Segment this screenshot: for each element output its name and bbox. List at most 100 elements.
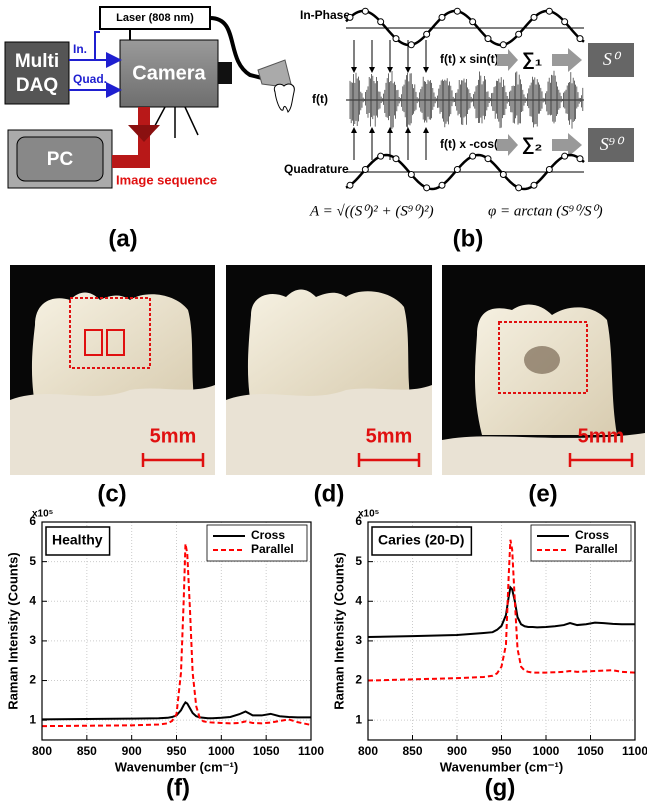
y-tick-label: 1 [29, 712, 36, 726]
panel-label: (g) [485, 774, 516, 801]
image-arrow-head [128, 125, 160, 142]
arrow [552, 48, 582, 72]
arrow [497, 49, 518, 71]
x-tick-label: 800 [32, 744, 52, 758]
signal [350, 71, 583, 130]
pc-label: PC [47, 149, 74, 170]
x-tick-label: 950 [491, 744, 511, 758]
legend-label: Parallel [575, 542, 618, 556]
tooth-icon [274, 84, 294, 112]
s90-label: S⁹⁰ [600, 134, 625, 154]
x-tick-label: 1050 [577, 744, 604, 758]
sample [562, 19, 568, 25]
y-tick-label: 2 [29, 673, 36, 687]
daq-label: DAQ [16, 75, 58, 96]
sin-label: f(t) x sin(t) [440, 52, 499, 66]
y-axis-label: Raman Intensity (Counts) [331, 552, 346, 709]
x-tick-label: 1050 [253, 744, 280, 758]
annotation: Healthy [52, 532, 103, 548]
camera-lens [218, 62, 232, 84]
y-tick-label: 1 [355, 712, 362, 726]
diagram-b: In-Phase f(t) Quadrature f(t) x sin(t) f… [284, 8, 634, 219]
sample [500, 42, 506, 48]
multiplier: x10⁵ [358, 509, 380, 520]
x-axis-label: Wavenumber (cm⁻¹) [440, 759, 563, 774]
sample [424, 31, 430, 37]
legend-label: Cross [251, 528, 285, 542]
cos-label: f(t) x -cos(t) [440, 137, 506, 151]
panel-label: (e) [528, 480, 557, 507]
s0-label: S⁰ [603, 49, 622, 69]
lesion [524, 346, 560, 374]
photo: 5mm [10, 265, 215, 475]
ft-label: f(t) [312, 92, 328, 106]
sum1: ∑₁ [522, 49, 542, 69]
sample [516, 185, 522, 191]
y-axis-label: Raman Intensity (Counts) [5, 552, 20, 709]
x-tick-label: 950 [166, 744, 186, 758]
x-axis-label: Wavenumber (cm⁻¹) [115, 759, 238, 774]
sample [531, 14, 537, 20]
sample [546, 166, 552, 172]
x-tick-label: 850 [77, 744, 97, 758]
sample [378, 153, 384, 159]
quadrature-label: Quadrature [284, 162, 349, 176]
sample [454, 8, 460, 14]
sample [439, 14, 445, 20]
tooth [32, 293, 195, 406]
y-tick-label: 2 [355, 673, 362, 687]
figure: Laser (808 nm) Multi DAQ Camera In. Quad… [0, 0, 647, 801]
sample [347, 14, 353, 20]
sample [393, 36, 399, 42]
in-label: In. [73, 42, 87, 56]
sample [500, 172, 506, 178]
annotation: Caries (20-D) [378, 532, 464, 548]
sum2: ∑₂ [522, 134, 543, 154]
scale-label: 5mm [578, 425, 625, 447]
x-tick-label: 900 [122, 744, 142, 758]
sample [393, 156, 399, 162]
x-tick-label: 900 [447, 744, 467, 758]
sample [577, 156, 583, 162]
photo: 5mm [442, 265, 645, 475]
sample [470, 153, 476, 159]
x-tick-label: 1100 [622, 744, 647, 758]
sample [531, 182, 537, 188]
sample [485, 156, 491, 162]
sample [454, 166, 460, 172]
y-tick-label: 5 [355, 554, 362, 568]
legend-label: Parallel [251, 542, 294, 556]
y-tick-label: 5 [29, 554, 36, 568]
phase-formula: φ = arctan (S⁹⁰/S⁰) [488, 203, 603, 219]
legend-label: Cross [575, 528, 609, 542]
sample [470, 19, 476, 25]
tripod [150, 107, 198, 138]
panel-label: (c) [97, 480, 126, 507]
y-tick-label: 3 [29, 633, 36, 647]
panel-label: (b) [453, 225, 484, 252]
camera-label: Camera [132, 62, 206, 84]
arrow [552, 133, 582, 157]
sample [485, 36, 491, 42]
sample [577, 36, 583, 42]
panel-label: (a) [108, 225, 137, 252]
sample [408, 172, 414, 178]
amplitude-formula: A = √((S⁰)² + (S⁹⁰)²) [309, 203, 434, 219]
sample [362, 8, 368, 14]
scale-label: 5mm [150, 425, 197, 447]
y-tick-label: 4 [29, 593, 36, 607]
sample [347, 182, 353, 188]
x-tick-label: 1000 [208, 744, 235, 758]
sample [378, 19, 384, 25]
y-tick-label: 4 [355, 593, 362, 607]
sample [546, 8, 552, 14]
x-tick-label: 1100 [298, 744, 324, 758]
x-tick-label: 800 [358, 744, 378, 758]
panel-label: (d) [314, 480, 345, 507]
sample [439, 182, 445, 188]
scale-label: 5mm [366, 425, 413, 447]
panel-label: (f) [166, 774, 190, 801]
sample [562, 153, 568, 159]
sample [408, 42, 414, 48]
x-tick-label: 850 [402, 744, 422, 758]
